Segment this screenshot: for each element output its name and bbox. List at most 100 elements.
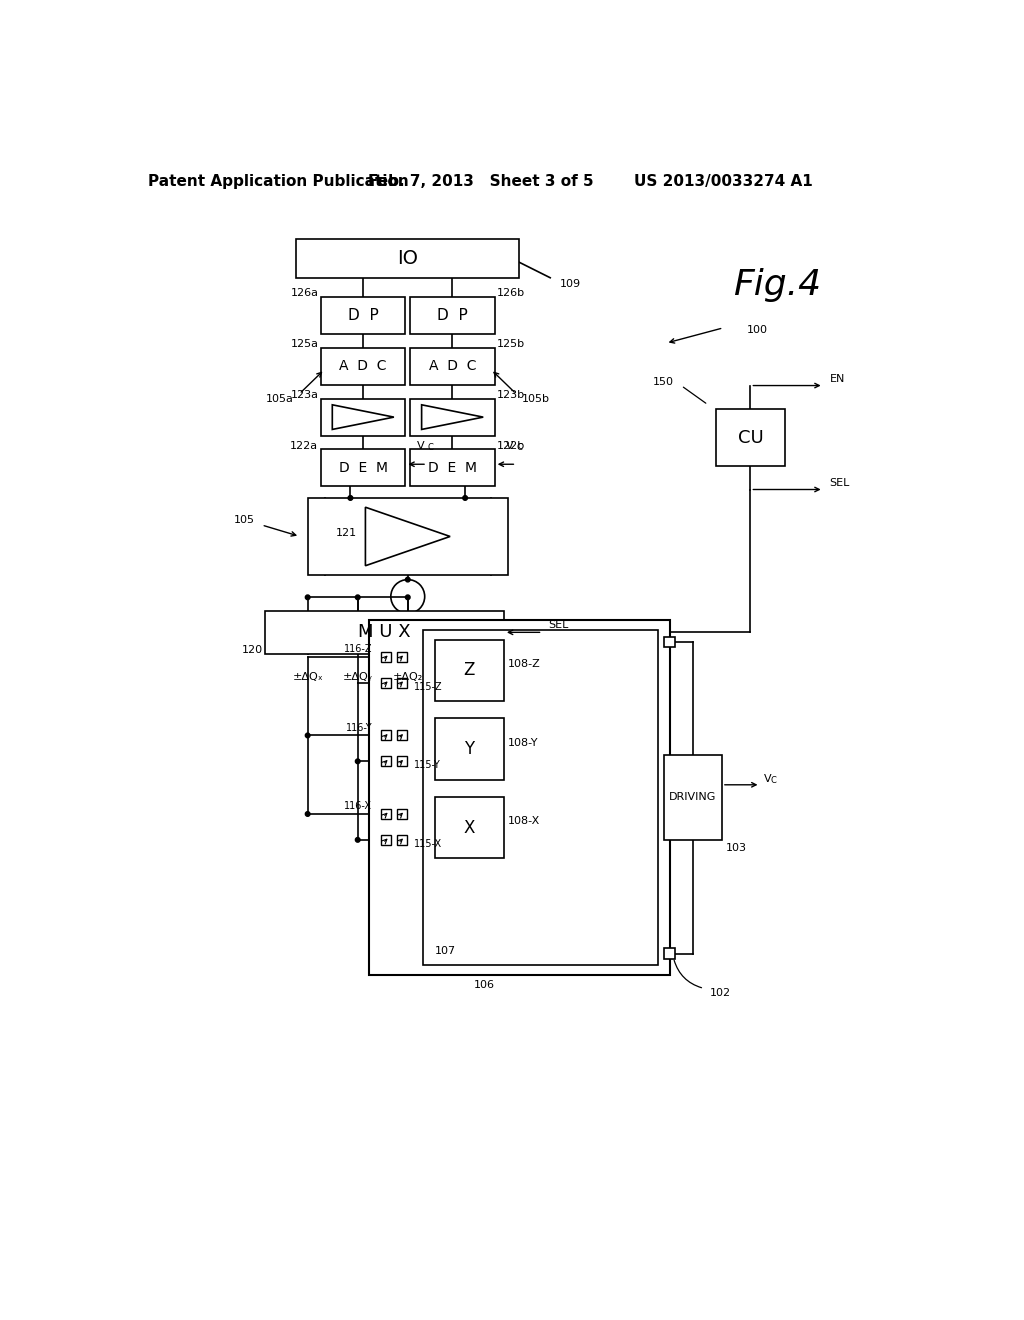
Text: A  D  C: A D C xyxy=(339,359,387,374)
Text: Patent Application Publication: Patent Application Publication xyxy=(148,174,409,189)
Bar xyxy=(321,297,406,334)
Text: 125a: 125a xyxy=(291,339,318,348)
Bar xyxy=(396,677,407,688)
Text: Z: Z xyxy=(464,661,475,680)
Text: 100: 100 xyxy=(746,325,768,335)
Text: 105b: 105b xyxy=(521,393,550,404)
Text: D  E  M: D E M xyxy=(428,461,477,475)
Text: A  D  C: A D C xyxy=(429,359,476,374)
Text: D  P: D P xyxy=(348,308,379,323)
Text: Y: Y xyxy=(464,741,474,758)
Bar xyxy=(410,449,495,487)
Text: 105a: 105a xyxy=(266,393,294,404)
Bar xyxy=(423,631,658,965)
Bar xyxy=(410,297,495,334)
Bar xyxy=(381,652,391,661)
Text: 106: 106 xyxy=(474,981,496,990)
Bar xyxy=(716,409,785,466)
Bar xyxy=(321,449,406,487)
Text: 126a: 126a xyxy=(291,288,318,298)
Bar xyxy=(665,949,675,960)
Circle shape xyxy=(406,595,410,599)
Text: 115-Z: 115-Z xyxy=(414,681,442,692)
Text: ±ΔQ₂: ±ΔQ₂ xyxy=(392,672,423,681)
Bar xyxy=(665,755,722,840)
Text: 108-X: 108-X xyxy=(508,816,540,826)
Circle shape xyxy=(355,595,360,599)
Text: V: V xyxy=(764,774,772,784)
Text: 116-X: 116-X xyxy=(344,801,373,812)
Text: SEL: SEL xyxy=(549,619,569,630)
Text: X: X xyxy=(464,818,475,837)
Text: 121: 121 xyxy=(336,528,356,537)
Text: Feb. 7, 2013   Sheet 3 of 5: Feb. 7, 2013 Sheet 3 of 5 xyxy=(368,174,594,189)
Text: D  P: D P xyxy=(437,308,468,323)
Bar xyxy=(265,611,504,653)
Text: IO: IO xyxy=(397,249,418,268)
Circle shape xyxy=(355,759,360,763)
Circle shape xyxy=(305,812,310,816)
Bar xyxy=(410,399,495,436)
Text: 120: 120 xyxy=(242,644,263,655)
Bar xyxy=(381,730,391,741)
Bar xyxy=(665,636,675,647)
Bar xyxy=(321,399,406,436)
Bar xyxy=(296,239,519,277)
Text: 123b: 123b xyxy=(497,389,525,400)
Text: C: C xyxy=(770,776,776,785)
Text: 123a: 123a xyxy=(291,389,318,400)
Bar xyxy=(321,348,406,385)
Text: 109: 109 xyxy=(559,279,581,289)
Bar xyxy=(435,797,504,858)
Bar xyxy=(410,348,495,385)
Bar xyxy=(435,718,504,780)
Circle shape xyxy=(348,495,352,500)
Text: US 2013/0033274 A1: US 2013/0033274 A1 xyxy=(634,174,813,189)
Bar xyxy=(381,809,391,818)
Text: 122b: 122b xyxy=(497,441,525,450)
Text: C: C xyxy=(427,444,433,453)
Bar xyxy=(307,498,508,576)
Text: C: C xyxy=(516,444,522,453)
Text: 122a: 122a xyxy=(291,441,318,450)
Circle shape xyxy=(406,577,410,582)
Bar xyxy=(396,652,407,661)
Circle shape xyxy=(305,595,310,599)
Bar xyxy=(435,640,504,701)
Bar xyxy=(381,677,391,688)
Text: 103: 103 xyxy=(726,842,746,853)
Text: CU: CU xyxy=(737,429,763,446)
Bar xyxy=(381,756,391,767)
Circle shape xyxy=(305,733,310,738)
Text: ±ΔQₓ: ±ΔQₓ xyxy=(292,672,323,681)
Text: 108-Y: 108-Y xyxy=(508,738,539,748)
Text: 150: 150 xyxy=(652,376,674,387)
Text: 126b: 126b xyxy=(497,288,525,298)
Bar xyxy=(396,834,407,845)
Text: ±ΔQᵧ: ±ΔQᵧ xyxy=(343,672,373,681)
Circle shape xyxy=(355,838,360,842)
Text: V: V xyxy=(417,441,425,450)
Text: 108-Z: 108-Z xyxy=(508,659,541,669)
Text: V: V xyxy=(506,441,514,450)
Bar xyxy=(396,809,407,818)
Text: Fig.4: Fig.4 xyxy=(733,268,821,302)
Text: 107: 107 xyxy=(435,946,456,957)
Text: D  E  M: D E M xyxy=(339,461,388,475)
Text: 115-Y: 115-Y xyxy=(414,760,440,770)
Bar xyxy=(396,756,407,767)
Bar xyxy=(396,730,407,741)
Text: 116-Z: 116-Z xyxy=(344,644,373,655)
Bar xyxy=(381,834,391,845)
Text: M U X: M U X xyxy=(358,623,411,642)
Text: DRIVING: DRIVING xyxy=(670,792,717,803)
Text: 105: 105 xyxy=(234,515,255,524)
Text: 102: 102 xyxy=(710,989,731,998)
Text: 115-X: 115-X xyxy=(414,838,442,849)
Bar xyxy=(370,620,670,974)
Circle shape xyxy=(463,495,467,500)
Text: EN: EN xyxy=(829,375,845,384)
Text: 116-Y: 116-Y xyxy=(346,723,373,733)
Text: 125b: 125b xyxy=(497,339,525,348)
Text: SEL: SEL xyxy=(829,478,850,488)
